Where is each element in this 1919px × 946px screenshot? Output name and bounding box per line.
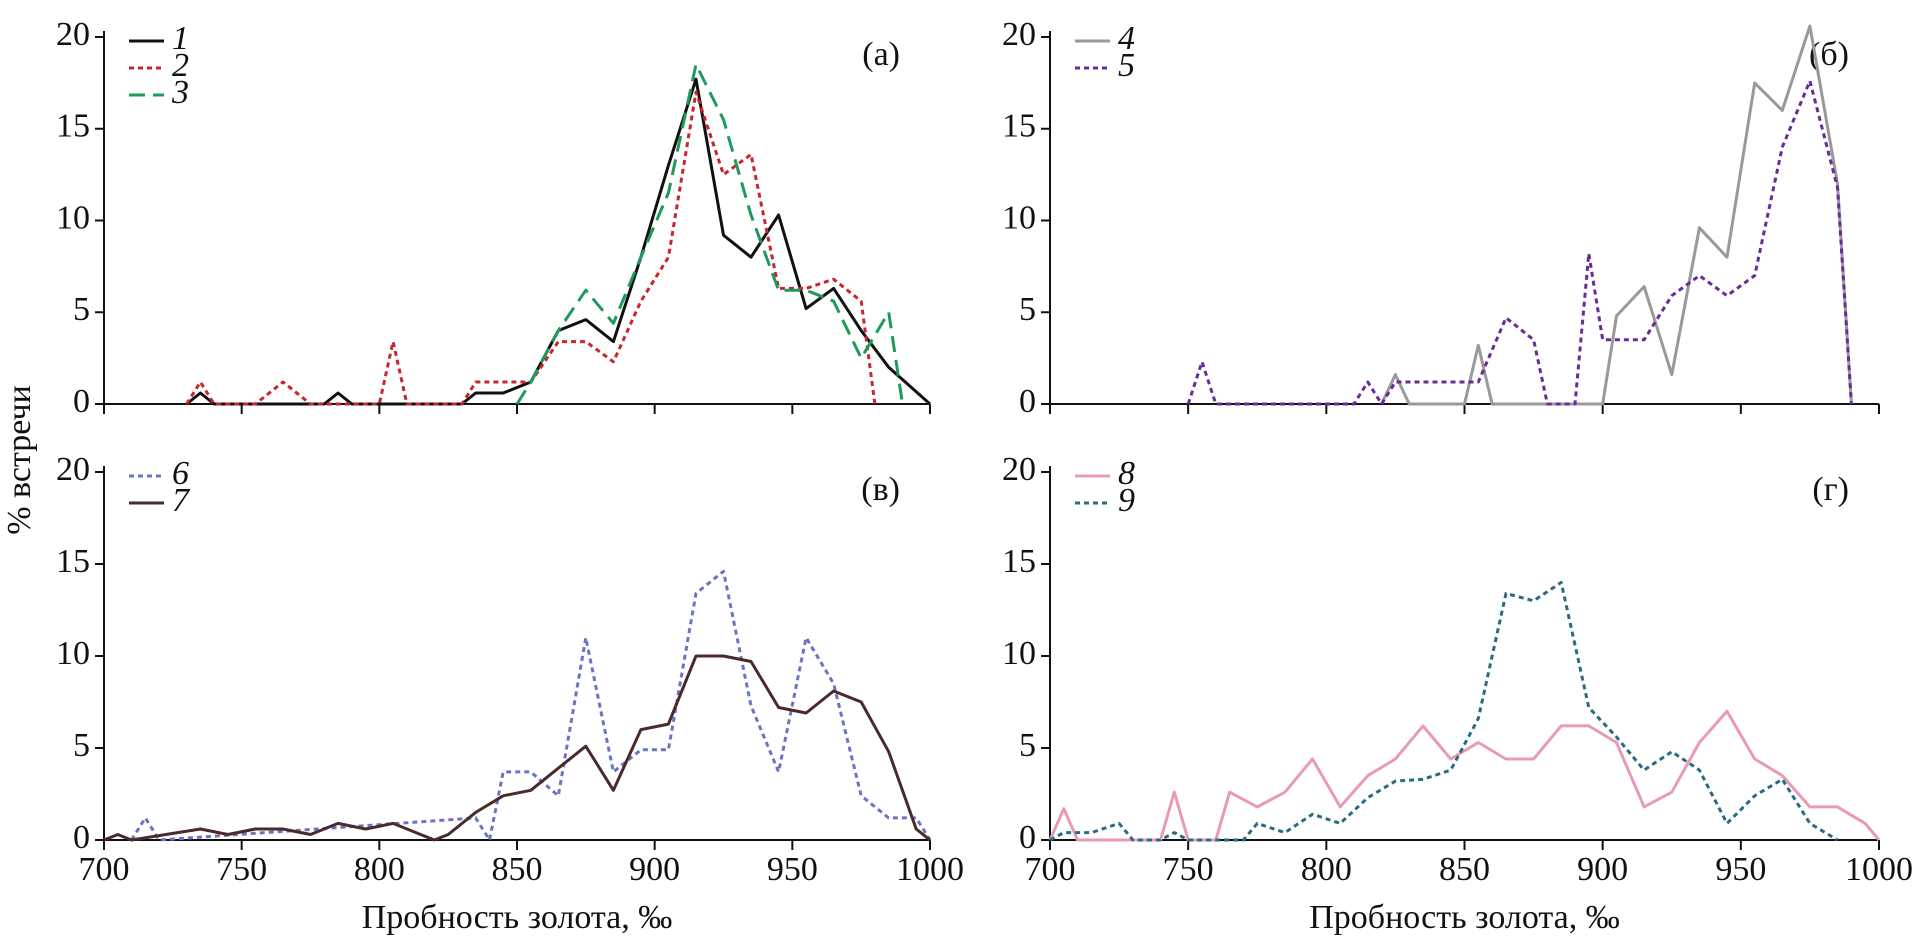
series-line xyxy=(103,654,931,842)
x-tick-label: 800 xyxy=(1301,851,1352,888)
legend-label: 5 xyxy=(1118,47,1135,84)
x-tick-label: 700 xyxy=(79,851,130,888)
panel-label: (в) xyxy=(861,471,900,508)
x-tick-label: 850 xyxy=(492,851,543,888)
y-tick-label: 5 xyxy=(73,727,90,764)
legend-label: 4 xyxy=(1118,20,1135,57)
x-tick-label: 750 xyxy=(1163,851,1214,888)
series-line xyxy=(185,77,931,406)
legend-label: 7 xyxy=(172,482,191,519)
panel-label: (г) xyxy=(1812,471,1849,508)
x-tick-label: 700 xyxy=(1025,851,1076,888)
x-tick-label: 850 xyxy=(1439,851,1490,888)
y-tick-label: 10 xyxy=(56,199,90,236)
legend-label: 1 xyxy=(172,20,189,57)
x-tick-label: 1000 xyxy=(1845,851,1913,888)
y-tick-label: 20 xyxy=(56,16,90,53)
legend-label: 3 xyxy=(171,74,189,111)
y-tick-label: 15 xyxy=(1002,108,1036,145)
y-tick-label: 0 xyxy=(73,383,90,420)
x-tick-label: 900 xyxy=(1577,851,1628,888)
panel-label: (а) xyxy=(862,36,900,73)
y-tick-label: 15 xyxy=(56,543,90,580)
series-line xyxy=(1186,79,1853,406)
legend-label: 2 xyxy=(172,47,189,84)
y-tick-label: 20 xyxy=(56,451,90,488)
x-axis-title: Пробность золота, ‰ xyxy=(362,899,673,936)
y-tick-label: 0 xyxy=(73,819,90,856)
x-tick-label: 950 xyxy=(767,851,818,888)
x-axis-title: Пробность золота, ‰ xyxy=(1309,899,1620,936)
series-line xyxy=(1380,24,1853,406)
y-tick-label: 0 xyxy=(1019,383,1036,420)
y-tick-label: 5 xyxy=(1019,727,1036,764)
series-line xyxy=(1048,709,1881,842)
panel: 0 5 10 15 20 % встречи (а) 123 xyxy=(1,16,931,535)
y-tick-label: 5 xyxy=(73,291,90,328)
y-tick-label: 5 xyxy=(1019,291,1036,328)
series-line xyxy=(185,90,877,406)
y-tick-label: 20 xyxy=(1002,16,1036,53)
y-tick-label: 20 xyxy=(1002,451,1036,488)
panel: 0 5 10 15 20 700 750 800 850 900 950 1000 Пробность … xyxy=(56,451,964,936)
legend-label: 6 xyxy=(172,455,189,492)
panel: 0 5 10 15 20 700 750 800 850 900 950 1000 Пробность … xyxy=(1002,451,1913,936)
series-line xyxy=(515,63,904,405)
x-tick-label: 1000 xyxy=(896,851,964,888)
y-tick-label: 10 xyxy=(1002,199,1036,236)
y-tick-label: 10 xyxy=(1002,635,1036,672)
y-tick-label: 15 xyxy=(56,108,90,145)
y-tick-label: 10 xyxy=(56,635,90,672)
legend-label: 9 xyxy=(1118,482,1135,519)
series-line xyxy=(130,569,932,842)
legend-label: 8 xyxy=(1118,455,1135,492)
x-tick-label: 900 xyxy=(629,851,680,888)
y-tick-label: 0 xyxy=(1019,819,1036,856)
y-tick-label: 15 xyxy=(1002,543,1036,580)
y-axis-title: % встречи xyxy=(1,385,38,535)
x-tick-label: 800 xyxy=(354,851,405,888)
x-tick-label: 750 xyxy=(216,851,267,888)
series-line xyxy=(1049,580,1839,842)
x-tick-label: 950 xyxy=(1715,851,1766,888)
